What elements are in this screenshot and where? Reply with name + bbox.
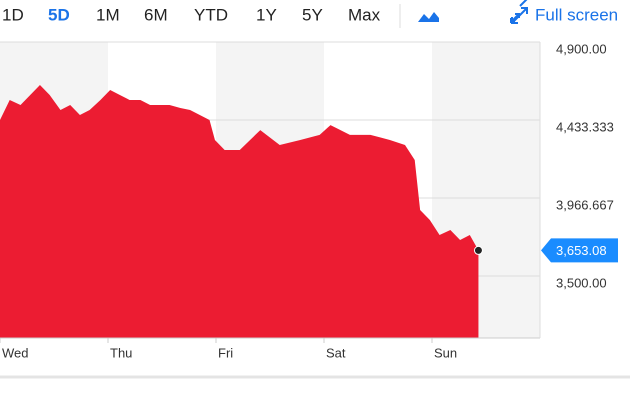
last-point [473,245,483,255]
price-area [0,84,479,339]
chart-type-icon[interactable] [418,12,439,22]
range-button[interactable]: Max [348,5,381,24]
range-button[interactable]: 5Y [302,5,323,24]
range-button[interactable]: 1D [2,5,24,24]
y-tick-label: 4,433.333 [556,119,614,134]
range-button[interactable]: 6M [144,5,168,24]
full-screen-icon[interactable] [510,0,528,23]
price-tag-label: 3,653.08 [556,243,607,258]
full-screen-icon[interactable] [511,7,528,24]
range-button[interactable]: 5D [48,5,70,24]
x-tick-label: Wed [2,345,29,360]
price-tag [541,238,618,263]
range-button[interactable]: YTD [194,5,228,24]
full-screen[interactable]: Full screen [535,5,618,24]
y-tick-label: 4,900.00 [556,41,607,56]
range-button[interactable]: 1Y [256,5,277,24]
x-tick-label: Fri [218,345,233,360]
y-tick-label: 3,966.667 [556,197,614,212]
x-tick-label: Sun [434,345,457,360]
x-tick-label: Sat [326,345,346,360]
x-tick-label: Thu [110,345,132,360]
y-tick-label: 3,500.00 [556,275,607,290]
range-button[interactable]: 1M [96,5,120,24]
